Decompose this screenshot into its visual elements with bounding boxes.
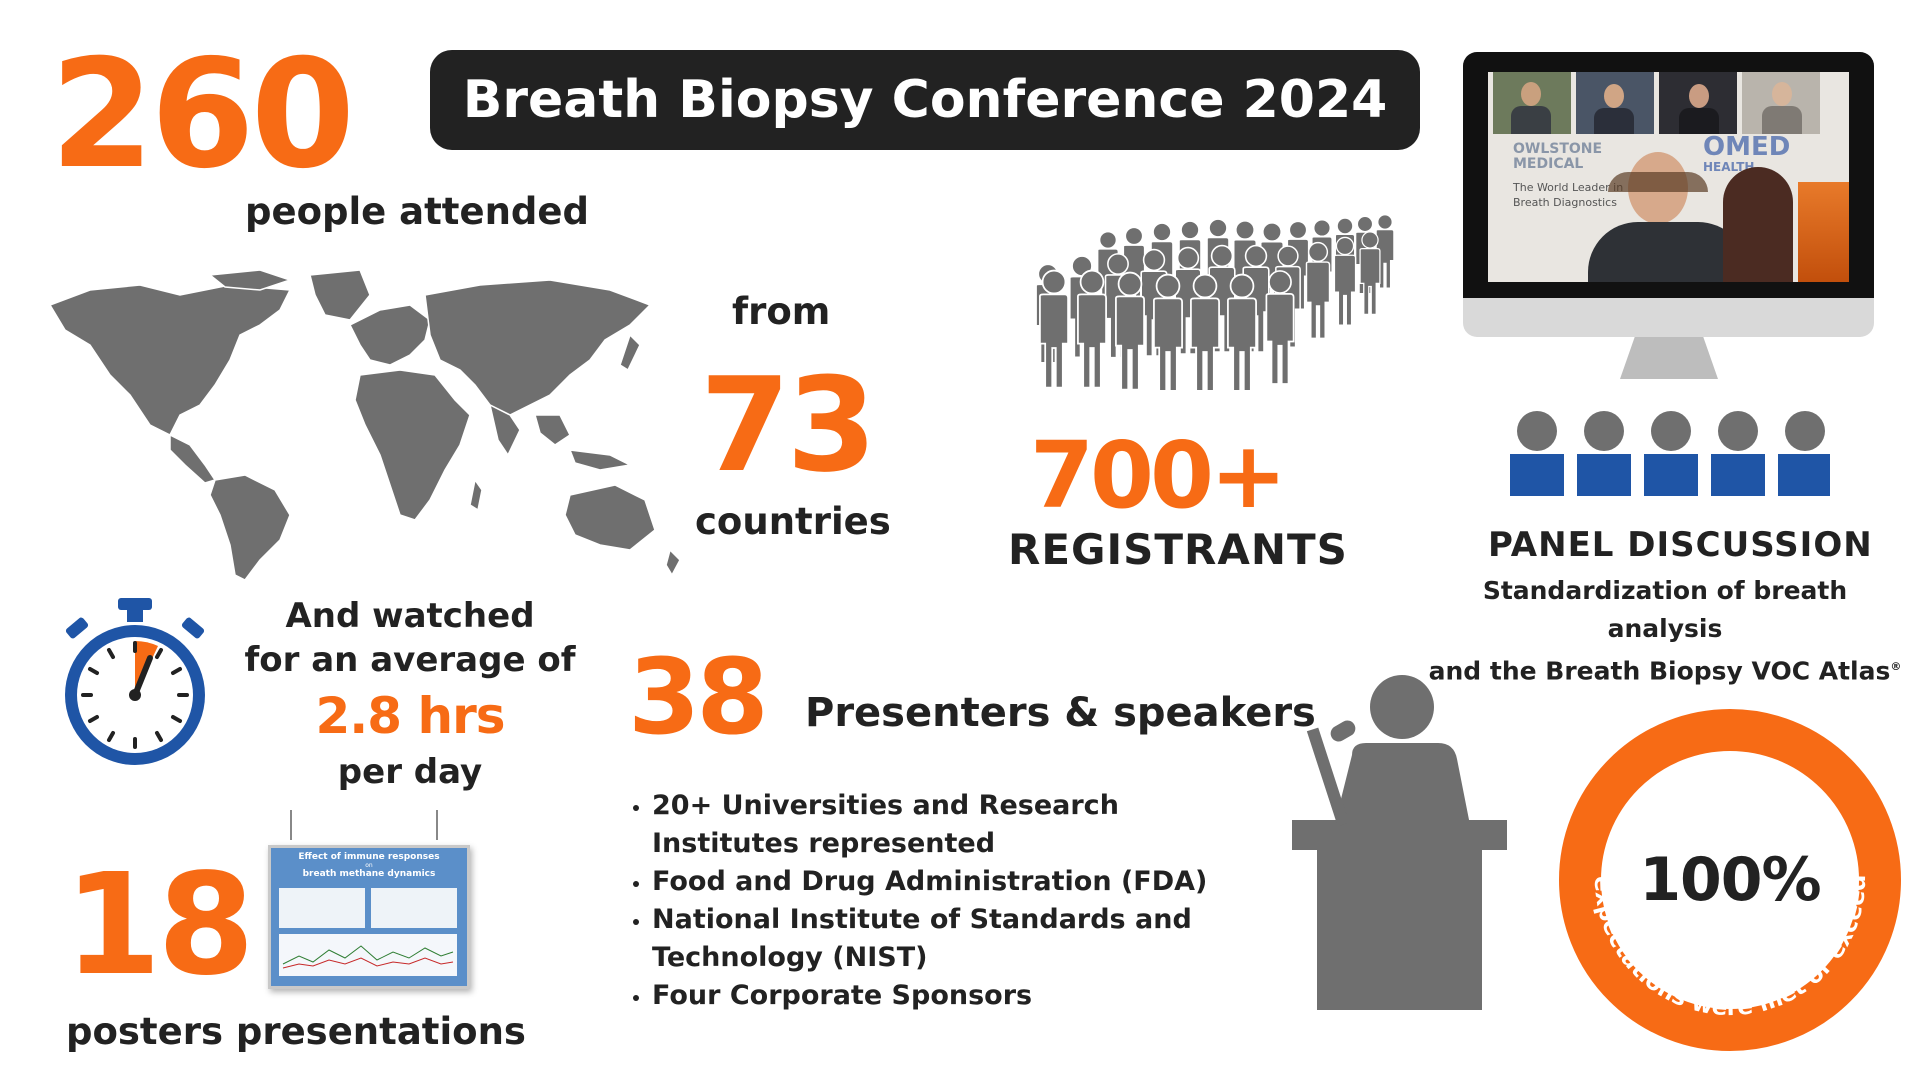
registrants-count: 700+: [1030, 422, 1287, 529]
presenters-count: 38: [628, 636, 769, 758]
countries-count: 73: [700, 349, 877, 501]
speaker-body: [1588, 222, 1748, 282]
sign-line-1: OWLSTONE: [1513, 141, 1603, 157]
list-item: 20+ Universities and Research Institutes…: [652, 787, 1248, 863]
trademark-symbol: ®: [1890, 660, 1902, 673]
poster-thumbnail: Effect of immune responses on breath met…: [268, 845, 470, 989]
countries-label: countries: [695, 500, 891, 543]
podium-speaker-icon: [1292, 675, 1507, 1010]
second-person: [1723, 167, 1793, 282]
stopwatch-icon: [65, 598, 205, 765]
sign-line-4: Breath Diagnostics: [1513, 196, 1617, 209]
video-tile-3: [1659, 72, 1737, 134]
watch-time-text: And watched for an average of 2.8 hrs pe…: [240, 594, 580, 794]
attendance-label: people attended: [245, 190, 589, 233]
poster-title-2: breath methane dynamics: [302, 869, 436, 879]
monitor-stand: [1620, 337, 1718, 379]
video-tile-4: [1742, 72, 1820, 134]
poster-title: Effect of immune responses: [298, 852, 440, 862]
sign-line-3: The World Leader in: [1513, 181, 1624, 194]
watch-line-1: And watched: [285, 596, 535, 636]
orange-backdrop: [1798, 182, 1849, 282]
expectations-value: 100%: [1639, 845, 1821, 915]
panel-subtitle-line1: Standardization of breath analysis: [1482, 576, 1848, 643]
watch-hours: 2.8 hrs: [315, 687, 506, 745]
expectations-ring-icon: of expectations were met or exceeded: [1555, 705, 1901, 1051]
list-item: Four Corporate Sponsors: [652, 977, 1248, 1015]
crowd-icon: [1035, 214, 1395, 390]
presenters-list: 20+ Universities and Research Institutes…: [628, 787, 1248, 1015]
registrants-label: REGISTRANTS: [1008, 525, 1348, 574]
countries-prefix: from: [732, 290, 831, 333]
poster-subtitle: on: [365, 862, 373, 869]
sign-line-2: MEDICAL: [1513, 156, 1584, 172]
world-map-icon: [48, 269, 681, 581]
list-item: Food and Drug Administration (FDA): [652, 863, 1248, 901]
posters-count: 18: [64, 844, 255, 1007]
panel-subtitle: Standardization of breath analysis and t…: [1425, 572, 1905, 690]
video-tile-2: [1576, 72, 1654, 134]
sign2-line-1: OMED: [1703, 132, 1791, 162]
panel-heading: PANEL DISCUSSION: [1488, 525, 1873, 565]
video-call-feed: OWLSTONE MEDICAL The World Leader in Bre…: [1488, 72, 1849, 282]
page-title: Breath Biopsy Conference 2024: [462, 70, 1388, 130]
presenters-label: Presenters & speakers: [805, 690, 1316, 736]
posters-label: posters presentations: [66, 1010, 526, 1053]
panel-audience-icon: [1510, 411, 1830, 496]
watch-line-3: per day: [337, 752, 483, 792]
attendance-count: 260: [50, 28, 355, 202]
list-item: National Institute of Standards and Tech…: [652, 901, 1248, 977]
watch-line-2: for an average of: [244, 640, 576, 680]
panel-subtitle-line2: and the Breath Biopsy VOC Atlas: [1428, 656, 1891, 686]
title-banner: Breath Biopsy Conference 2024: [430, 50, 1420, 150]
video-tile-1: [1493, 72, 1571, 134]
